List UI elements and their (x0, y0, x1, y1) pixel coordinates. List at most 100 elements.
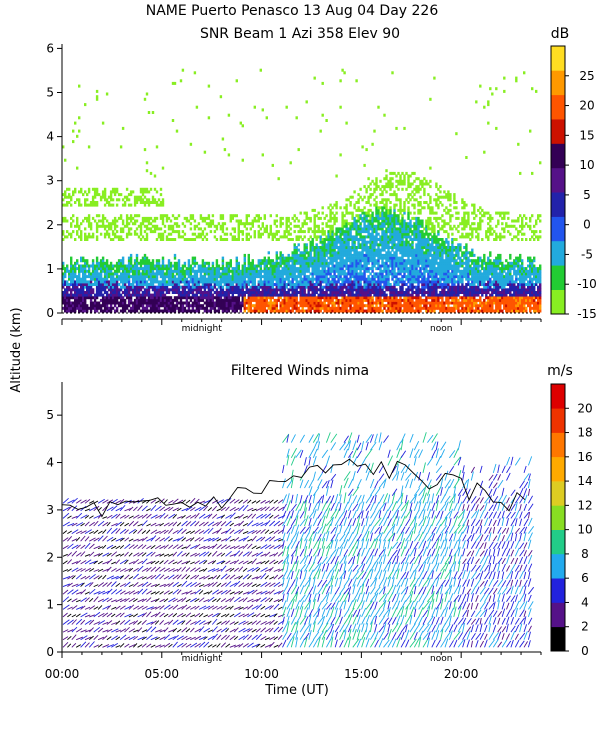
snr-cell (387, 182, 390, 186)
snr-cell (381, 211, 384, 215)
snr-cell (315, 275, 318, 279)
snr-cell (385, 177, 388, 181)
snr-cell (335, 288, 338, 292)
snr-cell (401, 259, 404, 263)
snr-cell (369, 288, 372, 292)
snr-cell (353, 269, 356, 273)
snr-cell (103, 195, 107, 199)
snr-cell (409, 264, 412, 268)
snr-cell (195, 293, 199, 297)
snr-cell (237, 269, 240, 273)
snr-cell (391, 193, 394, 197)
snr-cell (417, 253, 420, 257)
snr-cell (367, 227, 370, 231)
snr-cell (319, 240, 322, 244)
snr-cell (383, 296, 386, 300)
snr-cell (415, 232, 418, 236)
snr-cell (241, 232, 244, 236)
snr-cell (263, 293, 266, 297)
snr-cell (291, 267, 294, 271)
snr-cell (301, 267, 304, 271)
snr-cell (353, 296, 356, 300)
snr-cell (135, 219, 139, 223)
snr-cell (311, 238, 314, 241)
snr-cell (117, 301, 121, 305)
snr-cell (243, 253, 246, 257)
snr-cell (365, 148, 368, 152)
snr-cell (331, 306, 334, 310)
snr-cell (271, 301, 274, 305)
snr-cell (395, 280, 398, 284)
snr-cell (265, 291, 268, 294)
snr-cell (123, 291, 127, 294)
snr-cell (167, 298, 171, 302)
snr-cell (387, 216, 390, 220)
snr-cell (319, 261, 322, 265)
snr-cell (97, 193, 101, 197)
snr-cell (405, 248, 408, 252)
snr-cell (403, 291, 406, 294)
snr-cell (277, 264, 280, 268)
snr-cell (243, 293, 246, 297)
snr-cell (151, 309, 155, 313)
snr-cell (91, 259, 95, 263)
snr-cell (389, 272, 392, 276)
snr-cell (123, 195, 127, 199)
snr-cell (137, 214, 141, 218)
snr-cell (311, 306, 314, 310)
snr-cell (365, 216, 368, 220)
snr-cell (137, 304, 141, 308)
snr-cell (159, 293, 163, 297)
snr-cell (199, 232, 203, 236)
snr-cell (183, 269, 187, 273)
snr-cell (99, 219, 103, 223)
snr-cell (411, 243, 414, 247)
snr-cell (403, 232, 406, 236)
snr-cell (235, 280, 238, 284)
snr-cell (359, 261, 362, 265)
snr-cell (99, 306, 103, 310)
snr-cell (91, 195, 95, 199)
snr-cell (275, 224, 278, 228)
snr-cell (205, 272, 209, 276)
snr-cell (371, 219, 374, 223)
snr-cell (205, 304, 209, 308)
snr-cell (245, 235, 248, 239)
snr-cell (185, 219, 189, 223)
snr-cell (343, 224, 346, 228)
snr-cell (353, 309, 356, 313)
snr-cell (397, 264, 400, 268)
snr-cell (315, 251, 318, 255)
snr-cell (369, 259, 372, 263)
snr-cell (415, 309, 418, 313)
snr-cell (143, 306, 147, 310)
snr-cell (279, 301, 282, 305)
snr-cell (411, 253, 414, 257)
snr-cell (289, 280, 292, 284)
snr-cell (74, 187, 77, 191)
snr-cell (165, 238, 169, 241)
snr-cell (383, 253, 386, 257)
snr-cell (271, 285, 274, 289)
snr-cell (74, 288, 77, 292)
snr-cell (383, 285, 386, 289)
snr-cell (425, 306, 428, 310)
snr-cell (297, 275, 300, 279)
snr-cell (399, 291, 402, 294)
snr-cell (343, 306, 346, 310)
snr-cell (319, 248, 322, 252)
snr-cell (105, 275, 109, 279)
snr-cell (277, 275, 280, 279)
snr-cell (327, 304, 330, 308)
snr-cell (341, 224, 344, 228)
snr-cell (353, 238, 356, 241)
snr-cell (405, 243, 408, 247)
snr-cell (199, 298, 203, 302)
snr-cell (393, 309, 396, 313)
snr-cell (387, 298, 390, 302)
snr-cell (317, 256, 320, 260)
snr-cell (62, 291, 65, 294)
snr-cell (413, 227, 416, 231)
snr-cell (369, 219, 372, 223)
snr-cell (221, 238, 225, 241)
